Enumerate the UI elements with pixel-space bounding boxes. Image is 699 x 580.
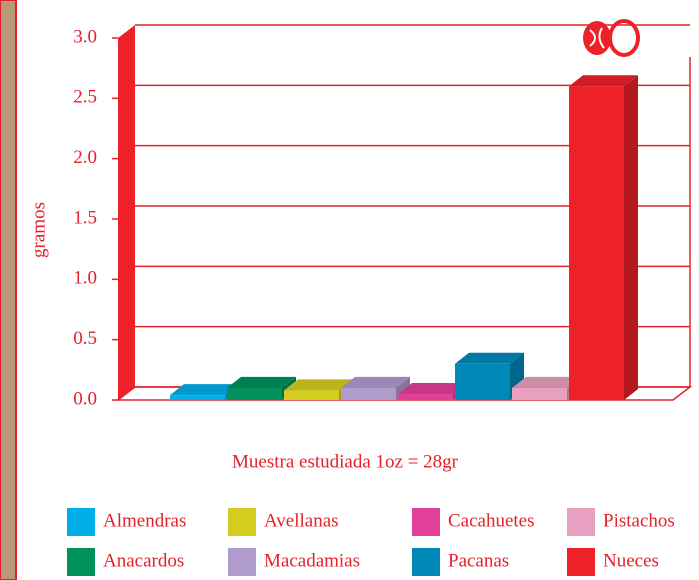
bar-top bbox=[341, 376, 410, 388]
bar-top bbox=[569, 75, 638, 87]
bar bbox=[341, 387, 396, 400]
legend-swatch bbox=[412, 508, 440, 536]
y-tick-label: 1.0 bbox=[73, 268, 97, 289]
y-tick-label: 2.5 bbox=[73, 87, 97, 108]
legend-label: Pistachos bbox=[603, 510, 675, 531]
legend-swatch bbox=[228, 548, 256, 576]
bar bbox=[170, 395, 225, 400]
legend-swatch bbox=[67, 548, 95, 576]
photo-strip bbox=[0, 0, 16, 580]
bar bbox=[227, 387, 282, 400]
bar-top bbox=[398, 382, 467, 394]
legend-swatch bbox=[567, 548, 595, 576]
bar-top bbox=[227, 376, 296, 388]
bar-side bbox=[624, 75, 638, 401]
y-tick-label: 2.0 bbox=[73, 147, 97, 168]
bar bbox=[455, 363, 510, 400]
legend-label: Almendras bbox=[103, 510, 186, 531]
legend-label: Avellanas bbox=[264, 510, 339, 531]
legend-swatch bbox=[228, 508, 256, 536]
bar-top bbox=[284, 379, 353, 391]
walnut-icon bbox=[583, 19, 640, 57]
bar bbox=[512, 387, 567, 400]
bar bbox=[398, 393, 453, 400]
y-tick-label: 3.0 bbox=[73, 26, 97, 47]
legend-swatch bbox=[412, 548, 440, 576]
bar-top bbox=[170, 384, 239, 396]
bar-top bbox=[455, 352, 524, 364]
bar bbox=[569, 86, 624, 401]
bar-top bbox=[512, 376, 581, 388]
legend-label: Nueces bbox=[603, 550, 659, 571]
legend-label: Pacanas bbox=[448, 550, 509, 571]
legend-label: Anacardos bbox=[103, 550, 184, 571]
y-axis-label: gramos bbox=[28, 202, 49, 258]
legend-swatch bbox=[67, 508, 95, 536]
y-tick-label: 0.0 bbox=[73, 388, 97, 409]
left-wall bbox=[118, 25, 135, 400]
bar bbox=[284, 390, 339, 400]
y-tick-label: 0.5 bbox=[73, 328, 97, 349]
legend-swatch bbox=[567, 508, 595, 536]
photo-frame bbox=[0, 0, 17, 580]
legend-label: Cacahuetes bbox=[448, 510, 535, 531]
y-tick-label: 1.5 bbox=[73, 207, 97, 228]
annotation: Muestra estudiada 1oz = 28gr bbox=[232, 451, 459, 472]
legend-label: Macadamias bbox=[264, 550, 360, 571]
